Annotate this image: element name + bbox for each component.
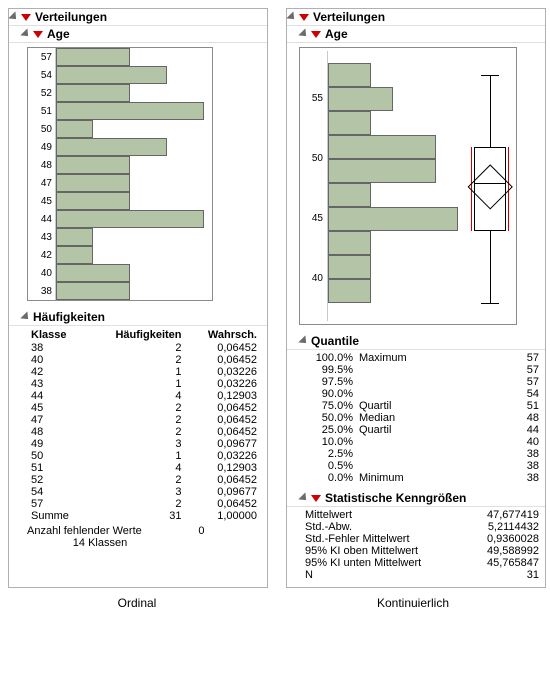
menu-dropdown-icon[interactable] bbox=[33, 31, 43, 38]
quantile-row: 0.0%Minimum38 bbox=[305, 472, 539, 484]
stat-row: 95% KI unten Mittelwert45,765847 bbox=[305, 557, 539, 569]
quantile-row: 90.0%54 bbox=[305, 388, 539, 400]
verteilungen-header[interactable]: Verteilungen bbox=[287, 9, 545, 26]
menu-dropdown-icon[interactable] bbox=[311, 495, 321, 502]
frequencies-title: Häufigkeiten bbox=[33, 310, 105, 324]
chart-row: 50 bbox=[28, 120, 212, 138]
age-header[interactable]: Age bbox=[9, 26, 267, 43]
quantile-row: 0.5%38 bbox=[305, 460, 539, 472]
table-row: 3820,06452 bbox=[27, 342, 261, 354]
quantile-row: 10.0%40 bbox=[305, 436, 539, 448]
left-caption: Ordinal bbox=[8, 596, 266, 610]
disclosure-icon[interactable] bbox=[286, 11, 297, 22]
menu-dropdown-icon[interactable] bbox=[299, 14, 309, 21]
table-row: 4930,09677 bbox=[27, 438, 261, 450]
table-row: 5220,06452 bbox=[27, 474, 261, 486]
quantile-row: 100.0%Maximum57 bbox=[305, 352, 539, 364]
right-panel: Verteilungen Age 55504540 Quantile 100.0… bbox=[286, 8, 546, 588]
quantile-row: 25.0%Quartil44 bbox=[305, 424, 539, 436]
stat-row: 95% KI oben Mittelwert49,588992 bbox=[305, 545, 539, 557]
quantile-row: 99.5%57 bbox=[305, 364, 539, 376]
chart-row: 51 bbox=[28, 102, 212, 120]
section-title: Verteilungen bbox=[35, 10, 107, 24]
chart-row: 43 bbox=[28, 228, 212, 246]
table-row: 4210,03226 bbox=[27, 366, 261, 378]
chart-row: 57 bbox=[28, 48, 212, 66]
quantile-row: 75.0%Quartil51 bbox=[305, 400, 539, 412]
table-row: 4820,06452 bbox=[27, 426, 261, 438]
chart-row: 52 bbox=[28, 84, 212, 102]
menu-dropdown-icon[interactable] bbox=[21, 14, 31, 21]
missing-value: 0 bbox=[142, 525, 261, 537]
variable-title: Age bbox=[325, 27, 348, 41]
menu-dropdown-icon[interactable] bbox=[311, 31, 321, 38]
table-row: 4720,06452 bbox=[27, 414, 261, 426]
table-row: 4020,06452 bbox=[27, 354, 261, 366]
disclosure-icon[interactable] bbox=[8, 11, 19, 22]
continuous-chart: 55504540 bbox=[287, 43, 545, 333]
disclosure-icon[interactable] bbox=[298, 492, 309, 503]
table-row: 4520,06452 bbox=[27, 402, 261, 414]
section-title: Verteilungen bbox=[313, 10, 385, 24]
chart-row: 54 bbox=[28, 66, 212, 84]
variable-title: Age bbox=[47, 27, 70, 41]
chart-row: 45 bbox=[28, 192, 212, 210]
stat-row: N31 bbox=[305, 569, 539, 581]
stat-row: Std.-Fehler Mittelwert0,9360028 bbox=[305, 533, 539, 545]
chart-row: 44 bbox=[28, 210, 212, 228]
frequencies-table: KlasseHäufigkeitenWahrsch. 3820,06452402… bbox=[9, 326, 267, 555]
frequencies-header[interactable]: Häufigkeiten bbox=[9, 309, 267, 326]
chart-row: 49 bbox=[28, 138, 212, 156]
chart-row: 40 bbox=[28, 264, 212, 282]
chart-row: 42 bbox=[28, 246, 212, 264]
quantile-row: 97.5%57 bbox=[305, 376, 539, 388]
table-row: 5720,06452 bbox=[27, 498, 261, 510]
classes-label: Klassen bbox=[88, 537, 127, 549]
chart-row: 47 bbox=[28, 174, 212, 192]
left-panel: Verteilungen Age 57545251504948474544434… bbox=[8, 8, 268, 588]
chart-row: 48 bbox=[28, 156, 212, 174]
table-row: 5140,12903 bbox=[27, 462, 261, 474]
stat-row: Std.-Abw.5,2114432 bbox=[305, 521, 539, 533]
quantiles-table: 100.0%Maximum5799.5%5797.5%5790.0%5475.0… bbox=[287, 350, 545, 490]
table-row: 5430,09677 bbox=[27, 486, 261, 498]
stats-title: Statistische Kenngrößen bbox=[325, 491, 466, 505]
table-row: 4310,03226 bbox=[27, 378, 261, 390]
disclosure-icon[interactable] bbox=[298, 335, 309, 346]
missing-label: Anzahl fehlender Werte bbox=[27, 525, 142, 537]
classes-count: 14 bbox=[27, 537, 85, 549]
stats-header[interactable]: Statistische Kenngrößen bbox=[287, 490, 545, 507]
quantile-row: 50.0%Median48 bbox=[305, 412, 539, 424]
table-row: 4440,12903 bbox=[27, 390, 261, 402]
quantiles-header[interactable]: Quantile bbox=[287, 333, 545, 350]
disclosure-icon[interactable] bbox=[298, 28, 309, 39]
table-row: 5010,03226 bbox=[27, 450, 261, 462]
disclosure-icon[interactable] bbox=[20, 28, 31, 39]
right-caption: Kontinuierlich bbox=[284, 596, 542, 610]
quantile-row: 2.5%38 bbox=[305, 448, 539, 460]
quantiles-title: Quantile bbox=[311, 334, 359, 348]
ordinal-chart: 5754525150494847454443424038 bbox=[9, 43, 267, 309]
verteilungen-header[interactable]: Verteilungen bbox=[9, 9, 267, 26]
disclosure-icon[interactable] bbox=[20, 311, 31, 322]
stat-row: Mittelwert47,677419 bbox=[305, 509, 539, 521]
stats-table: Mittelwert47,677419Std.-Abw.5,2114432Std… bbox=[287, 507, 545, 587]
age-header[interactable]: Age bbox=[287, 26, 545, 43]
chart-row: 38 bbox=[28, 282, 212, 300]
